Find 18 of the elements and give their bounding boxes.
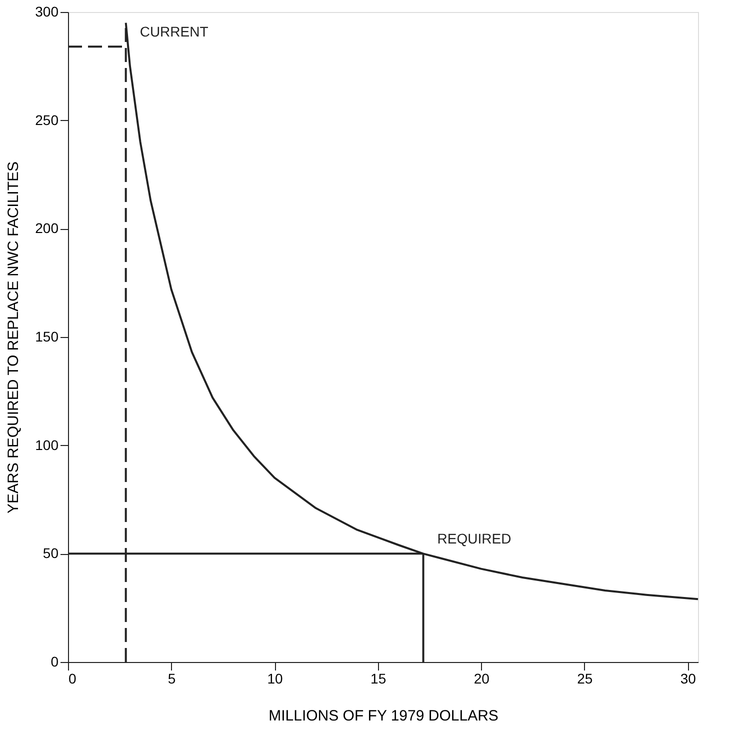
x-tick-label: 10 bbox=[267, 670, 284, 686]
x-tick-label: 30 bbox=[680, 670, 696, 686]
x-tick-label: 0 bbox=[68, 670, 76, 686]
y-tick-label: 150 bbox=[35, 328, 59, 344]
y-tick-label: 200 bbox=[35, 220, 59, 236]
y-tick-label: 300 bbox=[35, 4, 59, 20]
y-tick-label: 0 bbox=[50, 654, 59, 670]
x-axis-title: MILLIONS OF FY 1979 DOLLARS bbox=[268, 708, 498, 724]
annotation: CURRENT bbox=[140, 24, 209, 40]
x-tick-label: 5 bbox=[168, 670, 176, 686]
y-tick-label: 100 bbox=[35, 436, 59, 453]
annotation: REQUIRED bbox=[437, 530, 512, 547]
x-tick-label: 15 bbox=[370, 670, 386, 686]
x-tick-label: 25 bbox=[577, 670, 593, 686]
x-tick-label: 20 bbox=[474, 670, 490, 686]
y-axis-title: YEARS REQUIRED TO REPLACE NWC FACILITES bbox=[5, 161, 22, 514]
y-tick-label: 50 bbox=[42, 545, 59, 562]
y-tick-label: 250 bbox=[35, 112, 59, 128]
